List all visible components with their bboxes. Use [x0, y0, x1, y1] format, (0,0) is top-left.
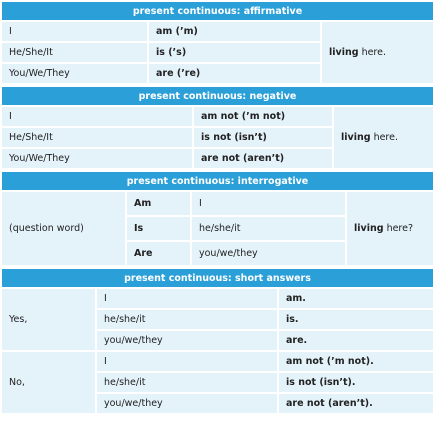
answer: is not (isn’t).	[286, 377, 356, 388]
answer: am.	[286, 293, 306, 304]
lead: Yes,	[0, 287, 97, 352]
section-title: present continuous: short answers	[0, 267, 435, 289]
tail-bold: living	[341, 132, 371, 143]
subject: he/she/it	[95, 308, 279, 331]
subject: I	[95, 350, 279, 373]
tail-bold: living	[354, 223, 384, 234]
verb: are not (aren’t)	[201, 153, 285, 164]
lead: No,	[0, 350, 97, 415]
verb: Is	[134, 223, 144, 234]
subject: I	[190, 190, 347, 217]
verb: are (’re)	[156, 68, 201, 79]
subject: You/We/They	[0, 147, 194, 170]
subject: you/we/they	[95, 392, 279, 415]
subject: he/she/it	[190, 215, 347, 242]
verb: am not (’m not)	[201, 111, 286, 122]
answer: am not (’m not).	[286, 356, 374, 367]
subject: He/She/It	[0, 41, 149, 64]
tail: here.	[361, 47, 386, 58]
subject: you/we/they	[190, 240, 347, 267]
tail-bold: living	[329, 47, 359, 58]
tail: here?	[386, 223, 414, 234]
tail: here.	[373, 132, 398, 143]
verb: is (’s)	[156, 47, 187, 58]
verb: is not (isn’t)	[201, 132, 267, 143]
answer: is.	[286, 314, 299, 325]
verb: Am	[134, 198, 152, 209]
verb: am (’m)	[156, 26, 198, 37]
lead: (question word)	[0, 190, 127, 267]
subject: I	[95, 287, 279, 310]
subject: I	[0, 105, 194, 128]
section-title: present continuous: negative	[0, 85, 435, 107]
subject: He/She/It	[0, 126, 194, 149]
verb: Are	[134, 248, 153, 259]
answer: are not (aren’t).	[286, 398, 373, 409]
answer: are.	[286, 335, 308, 346]
subject: I	[0, 20, 149, 43]
section-title: present continuous: affirmative	[0, 0, 435, 22]
subject: he/she/it	[95, 371, 279, 394]
section-title: present continuous: interrogative	[0, 170, 435, 192]
interrogative-table: present continuous: interrogative (quest…	[0, 170, 435, 267]
subject: you/we/they	[95, 329, 279, 352]
subject: You/We/They	[0, 62, 149, 85]
